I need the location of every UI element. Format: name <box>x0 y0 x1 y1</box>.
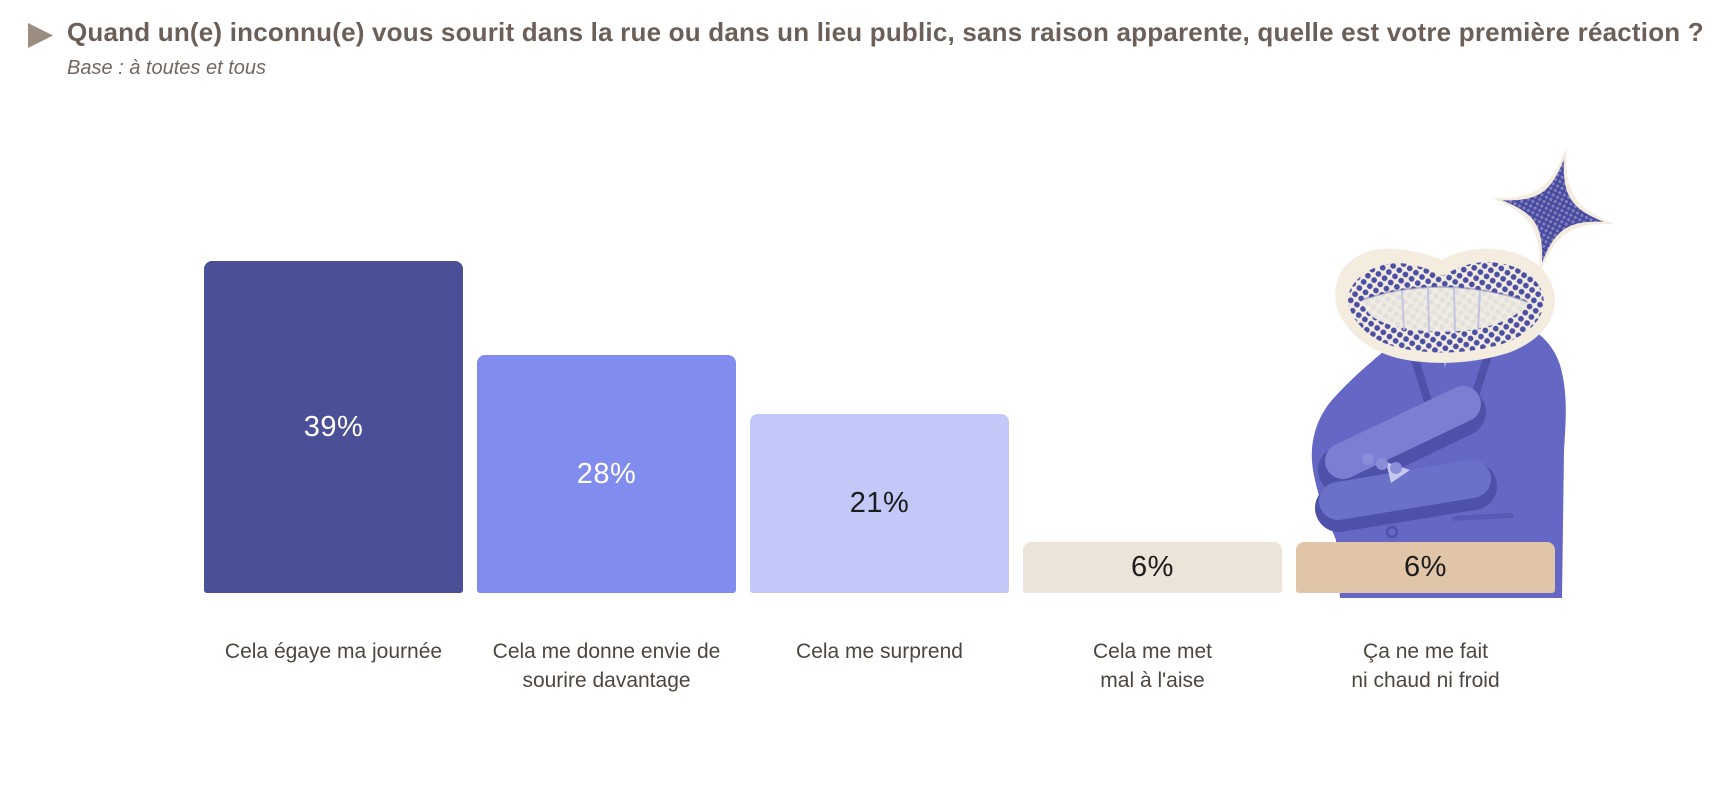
smiling-mouth-person-collage <box>1311 147 1616 598</box>
bar-value-label: 39% <box>303 410 364 443</box>
bar-category-label: Ça ne me fait ni chaud ni froid <box>1351 640 1500 693</box>
bar-category-label: Cela me donne envie de sourire davantage <box>492 640 721 693</box>
bar-3: 21% <box>750 414 1009 593</box>
bar-value-label: 6% <box>1404 551 1447 583</box>
person-crossed-arms-figure <box>1311 318 1566 598</box>
sparkle-star-icon <box>1490 147 1616 275</box>
header-text: Quand un(e) inconnu(e) vous sourit dans … <box>67 16 1704 80</box>
bar-category-label: Cela égaye ma journée <box>224 640 443 663</box>
bar-2: 28% <box>477 355 736 593</box>
bar-value-label: 28% <box>576 457 637 490</box>
triangle-right-icon <box>28 23 53 48</box>
bar-category-label: Cela me met mal à l'aise <box>1092 640 1213 693</box>
base-subtitle: Base : à toutes et tous <box>67 56 267 79</box>
bar-4: 6% <box>1023 542 1282 593</box>
halftone-smile-icon <box>1335 248 1555 363</box>
bar-value-label: 21% <box>849 487 910 519</box>
question-title: Quand un(e) inconnu(e) vous sourit dans … <box>67 17 1704 47</box>
bar-category-label: Cela me surprend <box>796 640 963 663</box>
bar-5: 6% <box>1296 542 1555 593</box>
bar-value-label: 6% <box>1131 551 1174 583</box>
bar-1: 39% <box>204 261 463 593</box>
header: Quand un(e) inconnu(e) vous sourit dans … <box>27 16 1704 80</box>
